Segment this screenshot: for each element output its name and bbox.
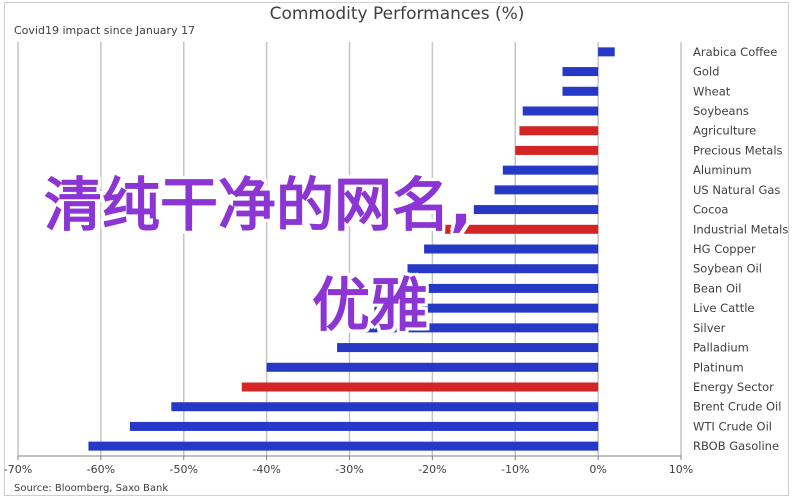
bar-soybean-oil: [407, 264, 599, 274]
bar-brent-crude-oil: [171, 402, 599, 412]
x-tick-label: -20%: [418, 463, 446, 476]
chart-title: Commodity Performances (%): [269, 4, 525, 24]
category-label: Bean Oil: [693, 281, 741, 295]
category-label: Live Cattle: [693, 301, 755, 315]
bar-gold: [562, 67, 599, 77]
x-tick-label: -30%: [335, 463, 363, 476]
category-label: Arabica Coffee: [693, 45, 777, 59]
category-label: Wheat: [693, 84, 731, 98]
x-tick-label: -40%: [252, 463, 280, 476]
bar-silver: [357, 323, 599, 333]
x-tick-label: 0%: [589, 463, 606, 476]
chart-frame: [4, 2, 789, 496]
bar-aluminum: [502, 165, 599, 175]
category-label: Gold: [693, 65, 719, 79]
category-label: Platinum: [693, 360, 744, 374]
x-tick-label: -60%: [87, 463, 115, 476]
bar-us-natural-gas: [494, 185, 599, 195]
bar-wti-crude-oil: [129, 421, 599, 431]
chart-source: Source: Bloomberg, Saxo Bank: [14, 483, 169, 494]
bar-cocoa: [473, 205, 599, 215]
bar-precious-metals: [515, 145, 599, 155]
category-label: Agriculture: [693, 124, 756, 138]
category-label: Precious Metals: [693, 143, 783, 157]
category-label: Silver: [693, 321, 726, 335]
bar-energy-sector: [241, 382, 599, 392]
category-label: WTI Crude Oil: [693, 419, 772, 433]
chart-subtitle: Covid19 impact since January 17: [14, 24, 196, 37]
category-label: Energy Sector: [693, 380, 774, 394]
category-label: Soybean Oil: [693, 262, 762, 276]
category-label: Aluminum: [693, 163, 752, 177]
bar-bean-oil: [386, 283, 599, 293]
category-label: HG Copper: [693, 242, 756, 256]
bar-palladium: [337, 343, 599, 353]
bar-industrial-metals: [444, 224, 599, 234]
x-tick-label: -70%: [4, 463, 32, 476]
category-label: RBOB Gasoline: [693, 439, 779, 453]
bar-agriculture: [519, 126, 599, 136]
bar-live-cattle: [374, 303, 599, 313]
bar-platinum: [266, 362, 599, 372]
bar-rbob-gasoline: [88, 441, 599, 451]
bar-wheat: [562, 86, 599, 96]
category-label: Cocoa: [693, 203, 728, 217]
category-label: Soybeans: [693, 104, 749, 118]
category-label: Industrial Metals: [693, 222, 788, 236]
x-tick-label: -10%: [501, 463, 529, 476]
x-tick-label: 10%: [669, 463, 693, 476]
bar-arabica-coffee: [598, 47, 615, 57]
category-label: US Natural Gas: [693, 183, 780, 197]
category-label: Brent Crude Oil: [693, 400, 781, 414]
category-label: Palladium: [693, 341, 749, 355]
bar-soybeans: [522, 106, 599, 116]
bar-hg-copper: [424, 244, 599, 254]
x-tick-label: -50%: [170, 463, 198, 476]
